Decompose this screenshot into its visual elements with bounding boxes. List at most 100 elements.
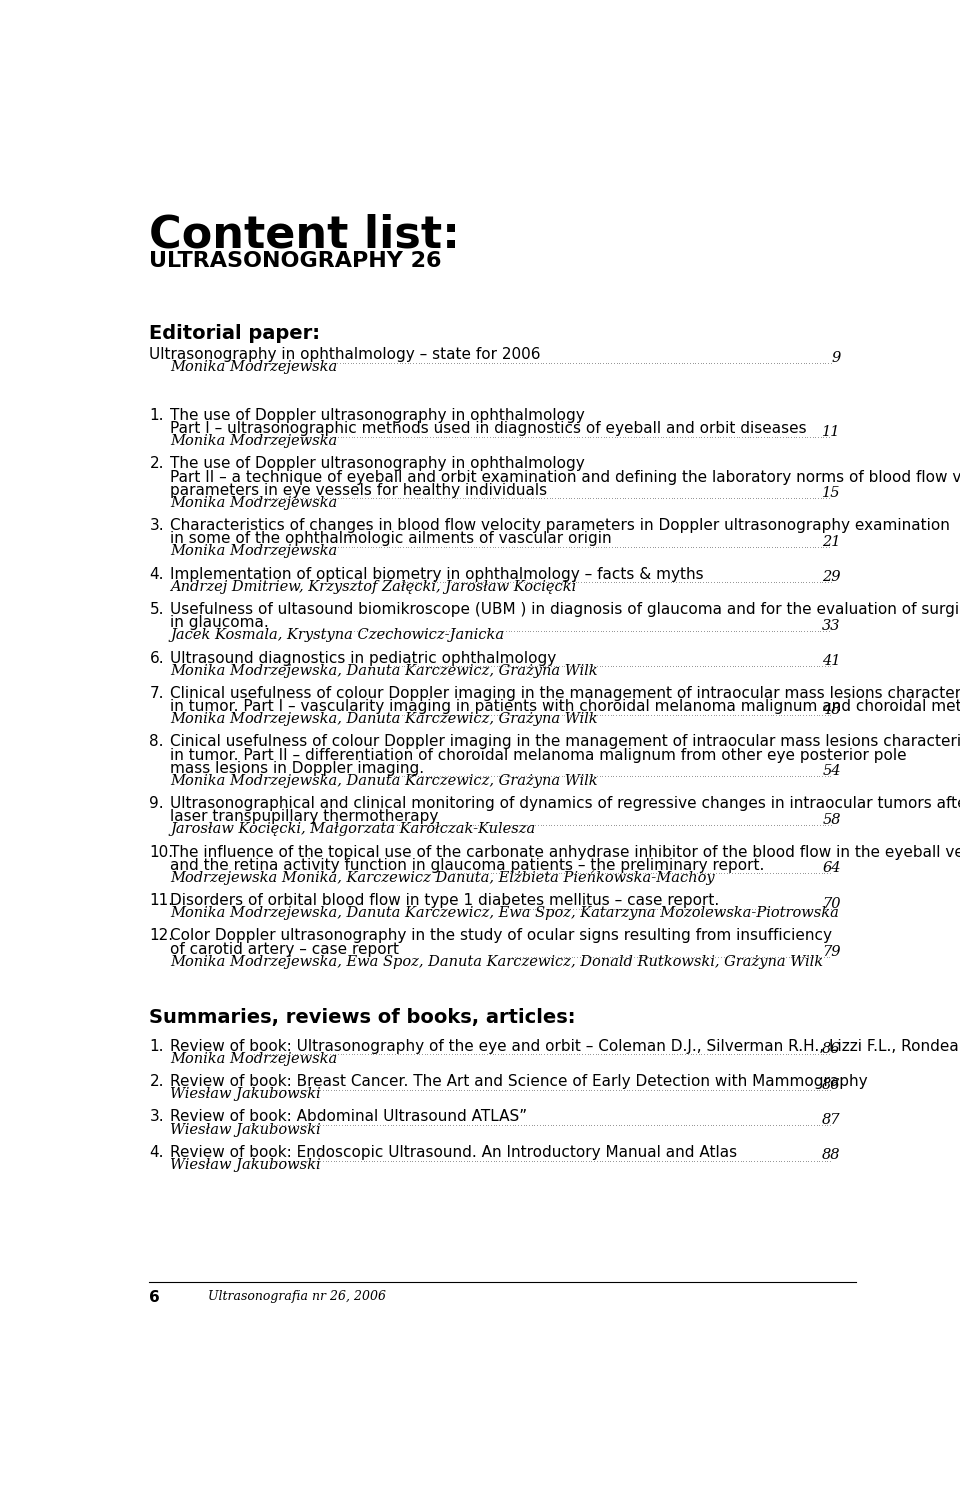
Point [509, 896, 524, 920]
Point [753, 351, 768, 375]
Point [775, 487, 790, 511]
Point [341, 1043, 356, 1067]
Point [617, 619, 633, 642]
Point [662, 571, 678, 595]
Point [429, 1077, 444, 1101]
Point [438, 702, 453, 726]
Point [823, 813, 838, 837]
Point [576, 571, 591, 595]
Point [478, 1077, 493, 1101]
Point [705, 535, 720, 559]
Point [610, 487, 625, 511]
Point [684, 654, 700, 678]
Point [528, 424, 543, 448]
Point [787, 702, 803, 726]
Point [313, 1077, 328, 1101]
Point [579, 896, 594, 920]
Point [770, 535, 785, 559]
Point [777, 571, 792, 595]
Point [774, 702, 789, 726]
Point [640, 1113, 656, 1137]
Point [599, 424, 614, 448]
Point [754, 424, 769, 448]
Point [249, 424, 264, 448]
Point [693, 619, 708, 642]
Point [365, 351, 380, 375]
Point [440, 1113, 455, 1137]
Point [311, 424, 326, 448]
Point [572, 862, 588, 886]
Point [390, 1043, 405, 1067]
Point [749, 946, 764, 970]
Text: Editorial paper:: Editorial paper: [150, 324, 321, 344]
Point [794, 424, 809, 448]
Point [445, 702, 461, 726]
Point [711, 862, 727, 886]
Point [242, 1077, 257, 1101]
Point [619, 765, 635, 789]
Point [712, 813, 728, 837]
Point [270, 351, 285, 375]
Point [658, 571, 673, 595]
Point [340, 1113, 355, 1137]
Point [399, 1113, 415, 1137]
Point [566, 946, 582, 970]
Point [703, 862, 718, 886]
Point [594, 654, 610, 678]
Point [684, 1113, 700, 1137]
Point [752, 1077, 767, 1101]
Point [650, 424, 665, 448]
Point [665, 1149, 681, 1173]
Point [370, 1077, 385, 1101]
Point [672, 424, 687, 448]
Point [524, 765, 540, 789]
Point [548, 862, 564, 886]
Point [701, 1113, 716, 1137]
Point [609, 571, 624, 595]
Point [523, 946, 539, 970]
Point [812, 896, 828, 920]
Point [455, 619, 470, 642]
Point [781, 1113, 797, 1137]
Point [421, 702, 437, 726]
Point [643, 862, 659, 886]
Point [612, 896, 627, 920]
Point [771, 702, 786, 726]
Text: Monika Modrzejewska: Monika Modrzejewska [170, 1052, 338, 1065]
Point [445, 571, 461, 595]
Point [455, 424, 470, 448]
Point [393, 424, 408, 448]
Point [676, 862, 691, 886]
Point [592, 654, 608, 678]
Point [805, 424, 821, 448]
Point [612, 571, 627, 595]
Point [527, 351, 542, 375]
Point [586, 535, 601, 559]
Point [468, 813, 483, 837]
Point [600, 702, 615, 726]
Point [456, 702, 471, 726]
Point [352, 487, 368, 511]
Point [738, 1149, 754, 1173]
Point [754, 946, 769, 970]
Point [514, 571, 529, 595]
Point [283, 351, 299, 375]
Point [812, 654, 828, 678]
Point [707, 351, 722, 375]
Point [655, 571, 670, 595]
Point [407, 1113, 422, 1137]
Point [271, 535, 286, 559]
Point [587, 765, 602, 789]
Point [525, 619, 540, 642]
Point [392, 351, 407, 375]
Point [649, 765, 664, 789]
Point [524, 654, 540, 678]
Point [522, 351, 538, 375]
Point [624, 1149, 639, 1173]
Point [413, 1113, 428, 1137]
Point [349, 535, 365, 559]
Point [804, 862, 819, 886]
Point [624, 1077, 639, 1101]
Text: Cinical usefulness of colour Doppler imaging in the management of intraocular ma: Cinical usefulness of colour Doppler ima… [170, 735, 960, 750]
Point [405, 654, 420, 678]
